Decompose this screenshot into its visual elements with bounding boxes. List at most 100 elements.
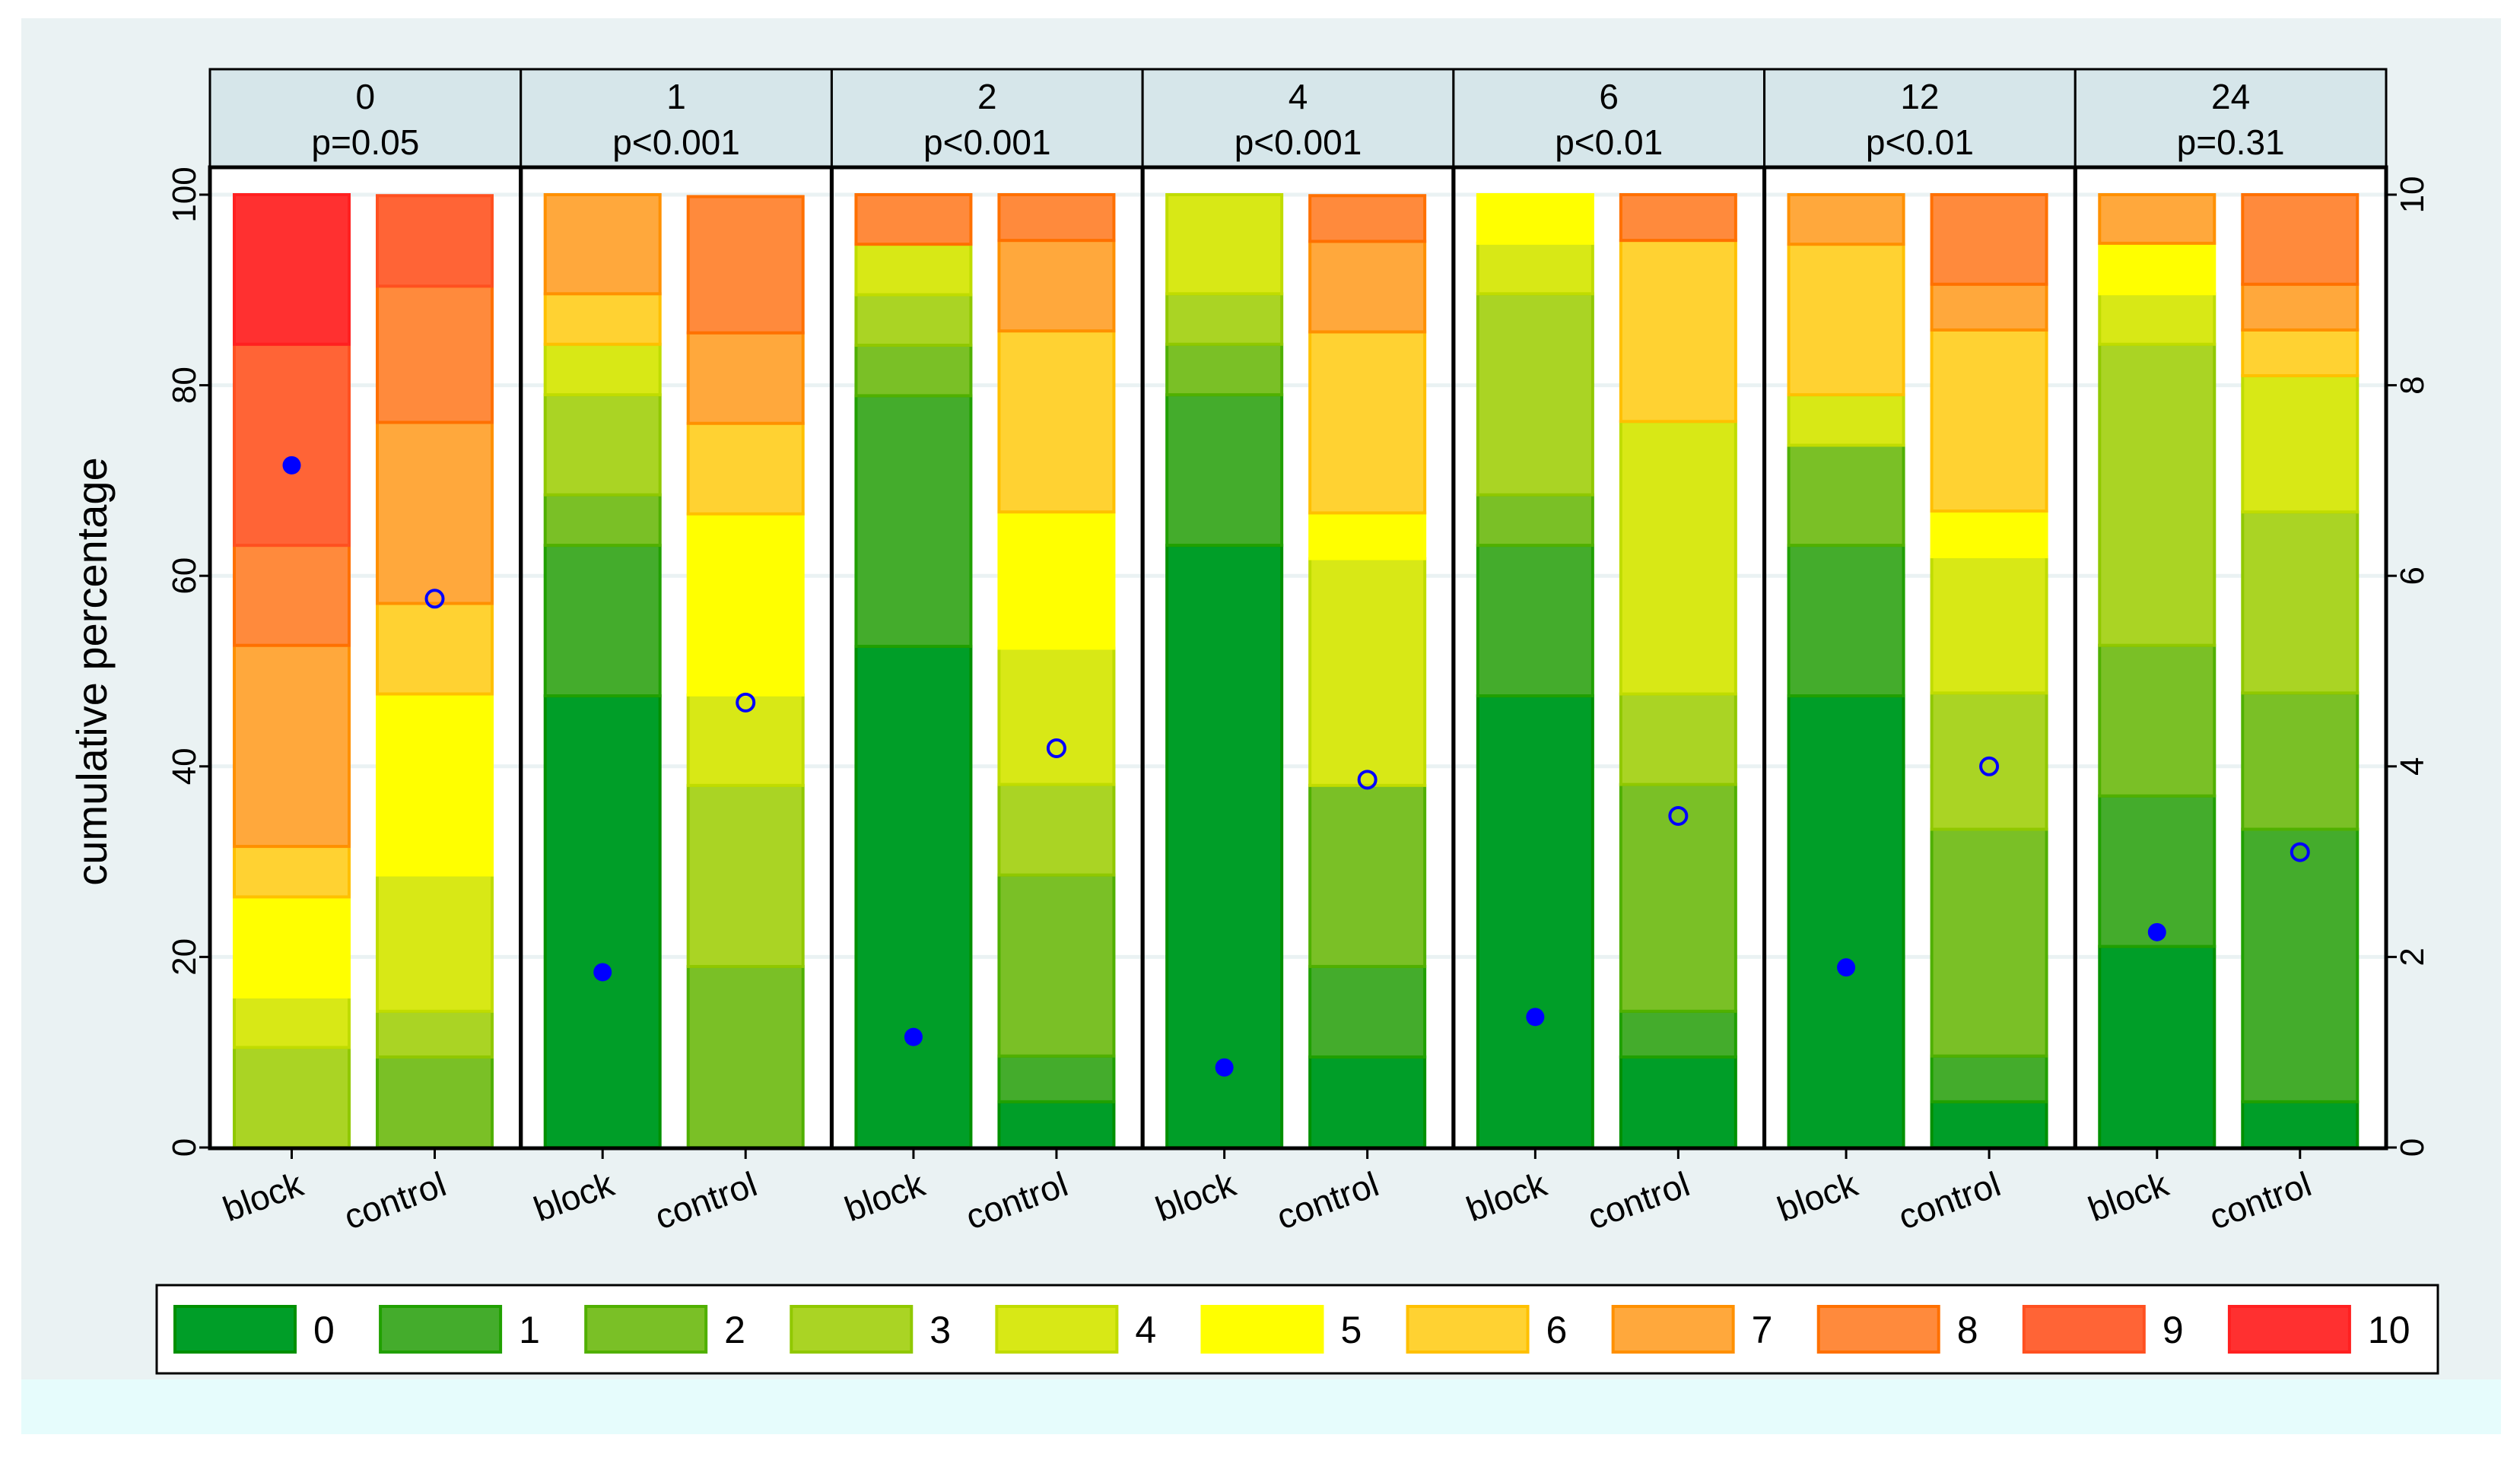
bar-segment-block-0 bbox=[1476, 694, 1594, 1149]
bar-segment-control-1 bbox=[2241, 827, 2360, 1103]
panel-p-value: p<0.01 bbox=[1866, 122, 1974, 162]
panel-header bbox=[830, 68, 1144, 169]
bar-segment-block-8 bbox=[854, 193, 973, 246]
legend-label-5: 5 bbox=[1340, 1309, 1362, 1351]
bar-segment-control-6 bbox=[997, 329, 1116, 514]
bar-segment-control-5 bbox=[376, 692, 494, 877]
bar-segment-control-8 bbox=[997, 193, 1116, 243]
y2-tick-label: 6 bbox=[2394, 567, 2431, 585]
legend-swatch-7 bbox=[1611, 1305, 1735, 1354]
panel-p-value: p=0.05 bbox=[311, 122, 419, 162]
bar-segment-control-6 bbox=[1619, 239, 1737, 424]
bar-segment-control-4 bbox=[686, 693, 805, 787]
bar-segment-block-2 bbox=[1165, 342, 1284, 397]
y-axis-label: cumulative percentage bbox=[68, 457, 116, 885]
bar-segment-control-3 bbox=[686, 783, 805, 968]
bar-segment-control-0 bbox=[1930, 1100, 2048, 1149]
panel-time-label: 4 bbox=[1289, 77, 1308, 116]
y2-tick-label: 2 bbox=[2394, 948, 2431, 966]
bar-segment-control-5 bbox=[1308, 511, 1427, 560]
legend-swatch-3 bbox=[790, 1305, 914, 1354]
panel-time-label: 12 bbox=[1900, 77, 1939, 116]
bar-segment-control-8 bbox=[686, 195, 805, 335]
bar-segment-control-1 bbox=[997, 1054, 1116, 1103]
mean-marker-control bbox=[1357, 770, 1378, 790]
bar-segment-control-5 bbox=[1930, 509, 2048, 559]
legend-swatch-4 bbox=[995, 1305, 1119, 1354]
bar-segment-block-4 bbox=[2098, 292, 2217, 346]
y-tick-label: 0 bbox=[166, 1138, 203, 1157]
bar-segment-control-3 bbox=[1930, 691, 2048, 831]
bar-segment-control-2 bbox=[997, 873, 1116, 1058]
bar-segment-control-4 bbox=[1619, 420, 1737, 696]
panel-time-label: 2 bbox=[977, 77, 997, 116]
bottom-strip bbox=[21, 1379, 2501, 1434]
bar-segment-block-5 bbox=[2098, 241, 2217, 296]
legend-swatch-8 bbox=[1816, 1305, 1940, 1354]
mean-marker-block bbox=[1215, 1058, 1234, 1077]
mean-marker-control bbox=[736, 692, 756, 713]
bar-segment-block-2 bbox=[1787, 443, 1905, 548]
mean-marker-control bbox=[1979, 756, 2000, 776]
bar-segment-control-7 bbox=[1308, 240, 1427, 334]
panel-p-value: p<0.001 bbox=[1235, 122, 1362, 162]
plot-area bbox=[210, 167, 2386, 1148]
legend-label-8: 8 bbox=[1957, 1309, 1978, 1351]
bar-segment-block-8 bbox=[233, 544, 351, 647]
mean-marker-block bbox=[593, 963, 612, 982]
bar-segment-control-7 bbox=[1930, 282, 2048, 332]
bar-segment-block-7 bbox=[233, 643, 351, 849]
bar-segment-block-5 bbox=[1476, 193, 1594, 245]
bar-segment-control-7 bbox=[376, 421, 494, 605]
bar-segment-block-0 bbox=[1165, 544, 1284, 1149]
bar-segment-block-1 bbox=[854, 394, 973, 648]
legend-swatch-1 bbox=[379, 1305, 503, 1354]
bar-segment-control-6 bbox=[686, 421, 805, 516]
bar-segment-block-2 bbox=[1476, 493, 1594, 548]
bar-segment-control-3 bbox=[376, 1009, 494, 1059]
bar-segment-block-4 bbox=[233, 995, 351, 1049]
bar-segment-control-6 bbox=[376, 602, 494, 696]
y-tick-label: 40 bbox=[166, 748, 203, 785]
bar-segment-control-3 bbox=[1619, 692, 1737, 786]
bar-segment-control-8 bbox=[1308, 194, 1427, 243]
bar-segment-block-4 bbox=[543, 342, 662, 397]
legend-swatch-0 bbox=[173, 1305, 297, 1354]
bar-segment-control-1 bbox=[1930, 1054, 2048, 1103]
bar-segment-control-9 bbox=[376, 194, 494, 288]
panel-header bbox=[1141, 68, 1455, 169]
mean-marker-control bbox=[2290, 842, 2310, 862]
y-tick-label: 80 bbox=[166, 367, 203, 404]
y-tick-label: 60 bbox=[166, 557, 203, 595]
y-tick-label: 20 bbox=[166, 938, 203, 976]
bar-segment-block-7 bbox=[1787, 193, 1905, 246]
bar-segment-block-1 bbox=[1165, 393, 1284, 548]
bar-segment-block-6 bbox=[543, 292, 662, 346]
bar-segment-block-0 bbox=[2098, 944, 2217, 1149]
panel-p-value: p<0.001 bbox=[612, 122, 740, 162]
bar-segment-control-2 bbox=[686, 964, 805, 1150]
legend-swatch-9 bbox=[2022, 1305, 2146, 1354]
bar-segment-block-3 bbox=[233, 1046, 351, 1150]
bar-segment-control-5 bbox=[686, 512, 805, 697]
legend-label-2: 2 bbox=[724, 1309, 745, 1351]
bar-segment-control-0 bbox=[1619, 1055, 1737, 1149]
bar-segment-block-3 bbox=[1165, 292, 1284, 346]
bar-segment-control-4 bbox=[1930, 555, 2048, 695]
bar-segment-control-7 bbox=[686, 331, 805, 425]
bar-segment-control-2 bbox=[1308, 783, 1427, 968]
bar-segment-control-2 bbox=[2241, 691, 2360, 831]
bar-segment-block-1 bbox=[2098, 794, 2217, 948]
bar-segment-control-1 bbox=[1619, 1009, 1737, 1059]
bar-segment-control-6 bbox=[1930, 328, 2048, 513]
bar-segment-block-1 bbox=[1787, 544, 1905, 698]
bar-segment-control-7 bbox=[2241, 282, 2360, 332]
mean-marker-control bbox=[424, 589, 445, 609]
bar-segment-control-8 bbox=[376, 284, 494, 424]
bar-segment-block-2 bbox=[854, 343, 973, 398]
bar-segment-block-4 bbox=[854, 243, 973, 297]
panel-p-value: p<0.001 bbox=[923, 122, 1051, 162]
